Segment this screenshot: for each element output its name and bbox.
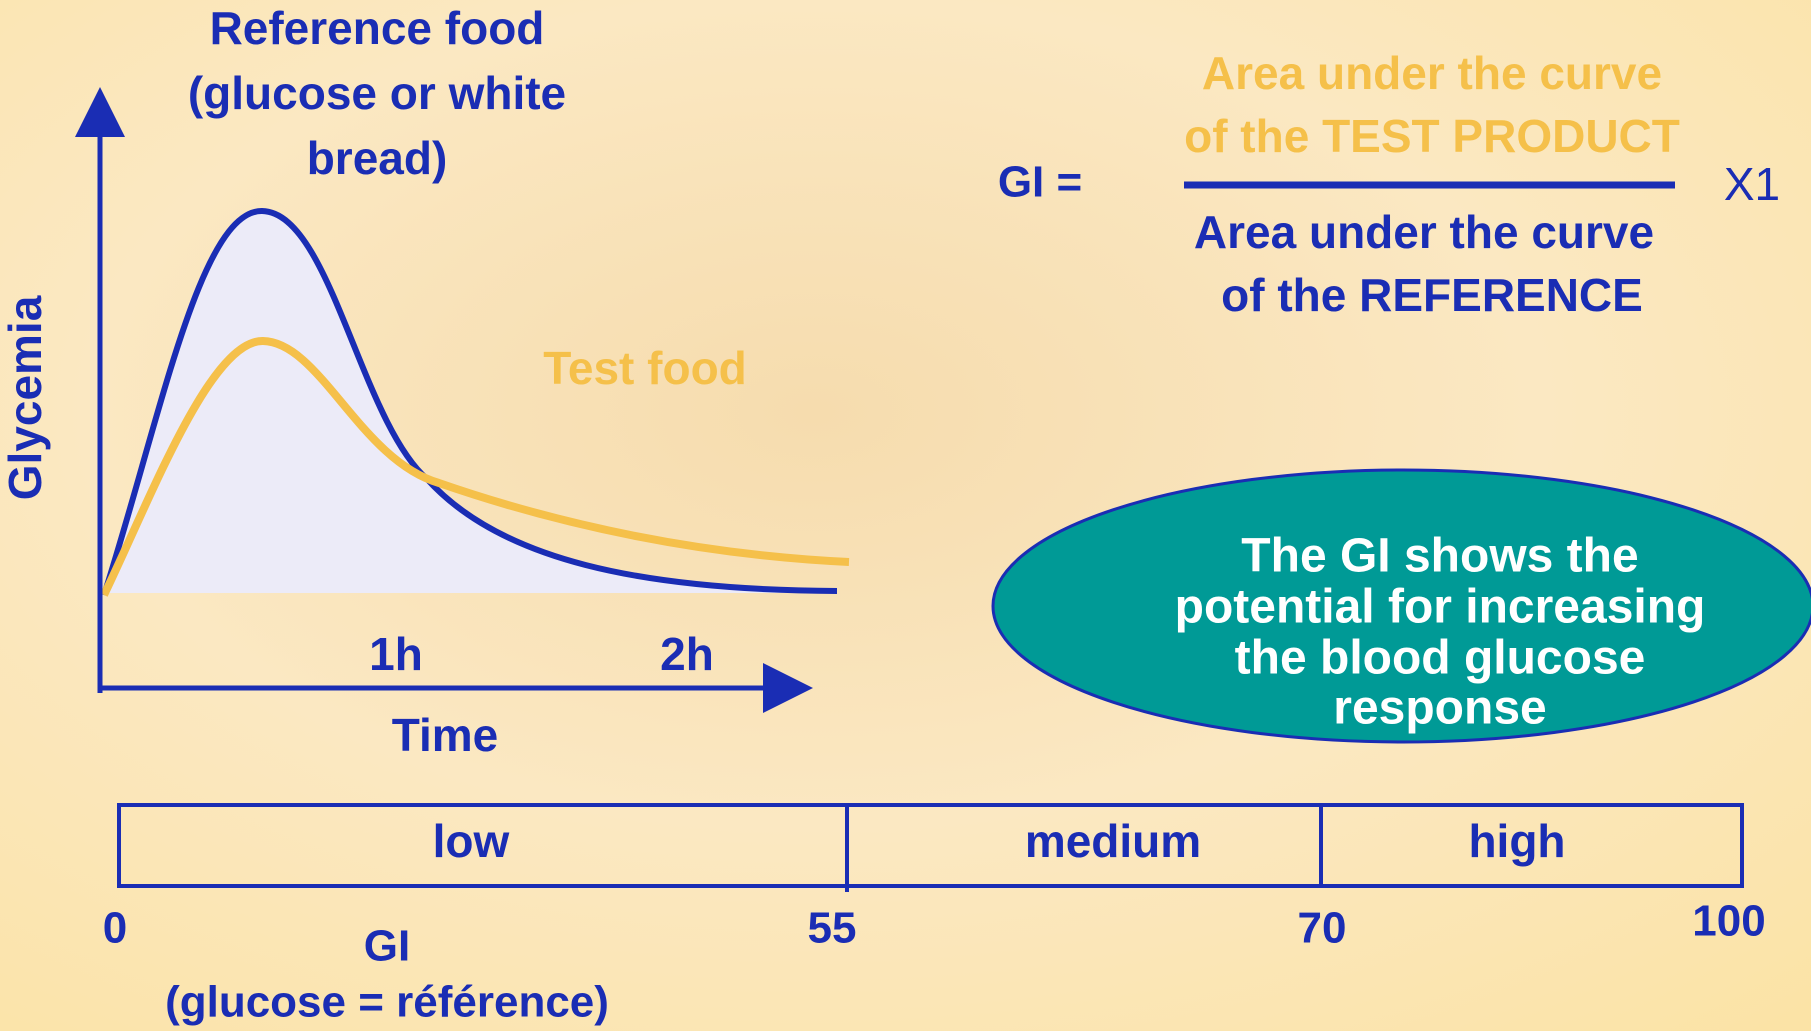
numerator: Area under the curve: [1202, 47, 1662, 99]
scale-label: GI: [364, 922, 410, 971]
reference-label: Reference food: [210, 2, 545, 54]
segment-label: low: [433, 815, 510, 867]
segment-label: medium: [1025, 815, 1201, 867]
reference-label: (glucose or white: [188, 67, 566, 119]
scale-mark: 70: [1298, 904, 1347, 953]
reference-label: bread): [307, 132, 448, 184]
denominator: of the REFERENCE: [1221, 269, 1643, 321]
note-text: the blood glucose: [1235, 632, 1646, 685]
formula-lhs: GI =: [998, 158, 1082, 207]
x-axis-label: Time: [392, 709, 499, 761]
scale-mark: 0: [103, 904, 127, 953]
slide: Reference food (glucose or white bread) …: [0, 0, 1811, 1031]
note-text: potential for increasing: [1175, 581, 1706, 634]
note-text: response: [1333, 682, 1546, 735]
numerator: of the TEST PRODUCT: [1184, 110, 1680, 162]
multiplier: X1: [1724, 158, 1780, 210]
y-axis-label: Glycemia: [0, 295, 51, 500]
segment-label: high: [1468, 815, 1565, 867]
x-tick-label: 1h: [369, 628, 423, 680]
scale-mark: 100: [1692, 897, 1765, 946]
x-tick-label: 2h: [660, 628, 714, 680]
scale-mark: 55: [808, 904, 857, 953]
note-text: The GI shows the: [1241, 530, 1638, 583]
denominator: Area under the curve: [1194, 206, 1654, 258]
test-label: Test food: [543, 342, 747, 394]
scale-label: (glucose = référence): [165, 978, 609, 1027]
page: Reference food (glucose or white bread) …: [0, 0, 1811, 1031]
